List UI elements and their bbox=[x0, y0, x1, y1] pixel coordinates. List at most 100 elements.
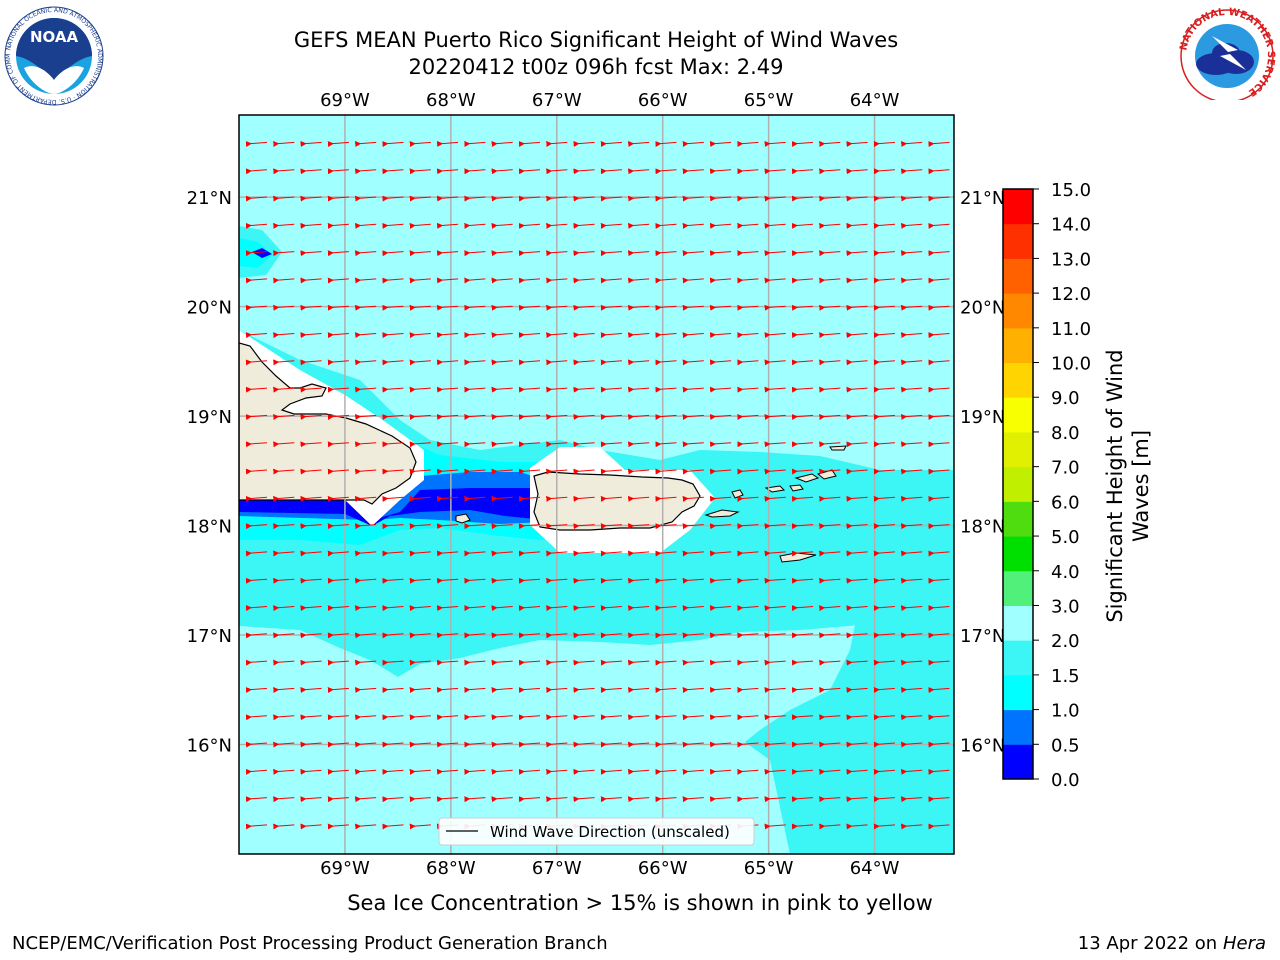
wind-wave-arrow bbox=[655, 277, 677, 284]
wind-wave-arrow bbox=[600, 686, 622, 693]
wind-wave-arrow bbox=[928, 577, 950, 584]
wind-wave-arrow bbox=[846, 195, 868, 202]
wave-band-0p5-1 bbox=[239, 378, 545, 524]
wind-wave-arrow bbox=[682, 796, 704, 803]
wind-wave-arrow bbox=[327, 468, 349, 475]
wind-wave-arrow bbox=[354, 495, 377, 502]
wind-wave-arrow bbox=[682, 686, 704, 693]
wind-wave-arrow bbox=[573, 659, 595, 666]
wind-wave-arrow bbox=[382, 659, 404, 666]
wind-wave-arrow bbox=[491, 441, 513, 448]
colorbar-segment bbox=[1003, 431, 1033, 468]
wind-wave-arrow bbox=[546, 714, 568, 721]
wind-wave-arrow bbox=[873, 441, 895, 448]
wind-wave-arrow bbox=[273, 168, 295, 175]
wind-wave-arrow bbox=[382, 140, 404, 147]
wind-wave-arrow bbox=[682, 605, 704, 612]
wind-wave-arrow bbox=[873, 632, 895, 639]
wind-wave-arrow bbox=[900, 768, 923, 775]
wind-wave-arrow bbox=[273, 359, 295, 366]
wind-wave-arrow bbox=[300, 441, 322, 448]
wind-wave-arrow bbox=[327, 359, 349, 366]
wind-wave-arrow bbox=[655, 304, 677, 311]
wind-wave-arrow bbox=[873, 386, 895, 393]
wind-wave-arrow bbox=[245, 468, 268, 475]
wind-wave-arrow bbox=[273, 468, 295, 475]
wind-wave-arrow bbox=[546, 741, 568, 748]
colorbar-tick-label: 0.5 bbox=[1051, 735, 1080, 756]
wind-wave-arrow bbox=[873, 140, 895, 147]
wind-wave-arrow bbox=[709, 550, 732, 557]
wind-wave-arrow bbox=[327, 250, 349, 257]
wind-wave-arrow bbox=[491, 605, 513, 612]
lat-label-right: 16°N bbox=[960, 736, 1005, 757]
svg-text:NOAA: NOAA bbox=[30, 28, 79, 46]
wind-wave-arrow bbox=[682, 714, 704, 721]
wind-wave-arrow bbox=[409, 714, 431, 721]
wind-wave-arrow bbox=[655, 495, 677, 502]
wind-wave-arrow bbox=[491, 659, 513, 666]
wind-wave-arrow bbox=[245, 523, 268, 530]
wind-wave-arrow bbox=[600, 495, 622, 502]
wind-wave-arrow bbox=[600, 168, 622, 175]
wind-wave-arrow bbox=[409, 686, 431, 693]
wind-wave-arrow bbox=[627, 605, 650, 612]
wind-wave-arrow bbox=[764, 222, 786, 229]
wind-wave-arrow bbox=[682, 495, 704, 502]
lat-label-right: 20°N bbox=[960, 298, 1005, 319]
wind-wave-arrow bbox=[491, 304, 513, 311]
wind-wave-arrow bbox=[273, 441, 295, 448]
wind-wave-arrow bbox=[737, 605, 759, 612]
wind-wave-arrow bbox=[518, 796, 541, 803]
wind-wave-arrow bbox=[709, 441, 732, 448]
wind-wave-arrow bbox=[573, 304, 595, 311]
lon-label-bottom: 68°W bbox=[426, 858, 476, 879]
wind-wave-arrow bbox=[382, 632, 404, 639]
wind-wave-arrow bbox=[764, 250, 786, 257]
wind-wave-arrow bbox=[245, 304, 268, 311]
wind-wave-arrow bbox=[846, 250, 868, 257]
wind-wave-arrow bbox=[655, 441, 677, 448]
wind-wave-arrow bbox=[327, 768, 349, 775]
wind-wave-arrow bbox=[518, 495, 541, 502]
wind-wave-arrow bbox=[518, 359, 541, 366]
wind-wave-arrow bbox=[546, 386, 568, 393]
wind-wave-arrow bbox=[928, 386, 950, 393]
wind-wave-arrow bbox=[819, 741, 841, 748]
wind-wave-arrow bbox=[518, 222, 541, 229]
colorbar-segment bbox=[1003, 362, 1033, 398]
wind-wave-arrow bbox=[573, 550, 595, 557]
wind-wave-arrow bbox=[245, 632, 268, 639]
wind-wave-arrow bbox=[928, 605, 950, 612]
wind-wave-arrow bbox=[764, 359, 786, 366]
wind-wave-arrow bbox=[518, 714, 541, 721]
wind-wave-arrow bbox=[491, 768, 513, 775]
wind-wave-arrow bbox=[627, 250, 650, 257]
wind-wave-arrow bbox=[846, 386, 868, 393]
wind-wave-arrow bbox=[354, 441, 377, 448]
wind-wave-arrow bbox=[573, 441, 595, 448]
wind-wave-arrow bbox=[464, 359, 486, 366]
wind-wave-arrow bbox=[573, 605, 595, 612]
wind-wave-arrow bbox=[627, 659, 650, 666]
wind-wave-arrow bbox=[928, 250, 950, 257]
wind-wave-arrow bbox=[900, 632, 923, 639]
wind-wave-arrow bbox=[546, 441, 568, 448]
wind-wave-arrow bbox=[900, 195, 923, 202]
wind-wave-arrow bbox=[873, 605, 895, 612]
wind-wave-arrow bbox=[627, 195, 650, 202]
wind-wave-arrow bbox=[600, 659, 622, 666]
map-frame bbox=[238, 114, 955, 855]
wind-wave-arrow bbox=[900, 741, 923, 748]
wind-wave-arrow bbox=[491, 632, 513, 639]
sea-ice-note: Sea Ice Concentration > 15% is shown in … bbox=[347, 891, 933, 915]
wind-wave-arrow bbox=[354, 796, 377, 803]
wind-wave-arrow bbox=[327, 195, 349, 202]
wind-wave-arrow bbox=[791, 140, 814, 147]
wind-wave-arrow bbox=[354, 605, 377, 612]
wind-wave-arrow bbox=[573, 250, 595, 257]
wind-wave-arrow bbox=[518, 168, 541, 175]
wind-wave-arrow bbox=[764, 605, 786, 612]
wind-wave-arrow bbox=[846, 659, 868, 666]
wind-wave-arrow bbox=[464, 168, 486, 175]
